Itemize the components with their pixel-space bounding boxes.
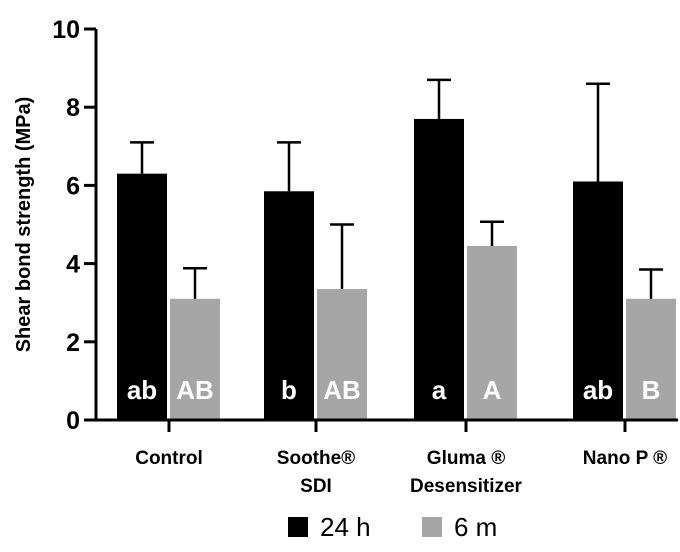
legend-swatch bbox=[422, 517, 442, 537]
legend-label: 6 m bbox=[454, 512, 497, 542]
bar bbox=[414, 118, 464, 421]
x-tick-label: Desensitizer bbox=[410, 476, 523, 497]
legend-swatch bbox=[288, 517, 308, 537]
significance-letter: b bbox=[281, 375, 297, 405]
bar bbox=[117, 173, 167, 420]
significance-letter: A bbox=[483, 375, 502, 405]
y-tick-label: 8 bbox=[66, 94, 80, 122]
significance-letter: a bbox=[432, 375, 447, 405]
significance-letter: ab bbox=[583, 375, 613, 405]
legend-label: 24 h bbox=[320, 512, 371, 542]
bar bbox=[264, 191, 314, 420]
significance-letter: AB bbox=[323, 375, 361, 405]
significance-letter: AB bbox=[176, 375, 214, 405]
bar bbox=[317, 289, 367, 420]
y-tick-label: 10 bbox=[52, 16, 80, 44]
bar bbox=[170, 298, 220, 420]
bar bbox=[573, 181, 623, 420]
y-tick-label: 4 bbox=[66, 251, 80, 279]
bar bbox=[626, 298, 676, 420]
y-tick-label: 0 bbox=[66, 407, 80, 435]
significance-letter: ab bbox=[127, 375, 157, 405]
y-tick-label: 6 bbox=[66, 172, 80, 200]
x-tick-label: SDI bbox=[300, 476, 332, 497]
y-tick-label: 2 bbox=[66, 329, 80, 357]
significance-letter: B bbox=[642, 375, 661, 405]
x-tick-label: Gluma ® bbox=[427, 448, 505, 469]
x-tick-label: Nano P ® bbox=[583, 448, 667, 469]
y-axis-title: Shear bond strength (MPa) bbox=[13, 97, 35, 353]
x-tick-label: Control bbox=[135, 448, 203, 469]
bar bbox=[467, 246, 517, 420]
x-tick-label: Soothe® bbox=[277, 448, 355, 469]
